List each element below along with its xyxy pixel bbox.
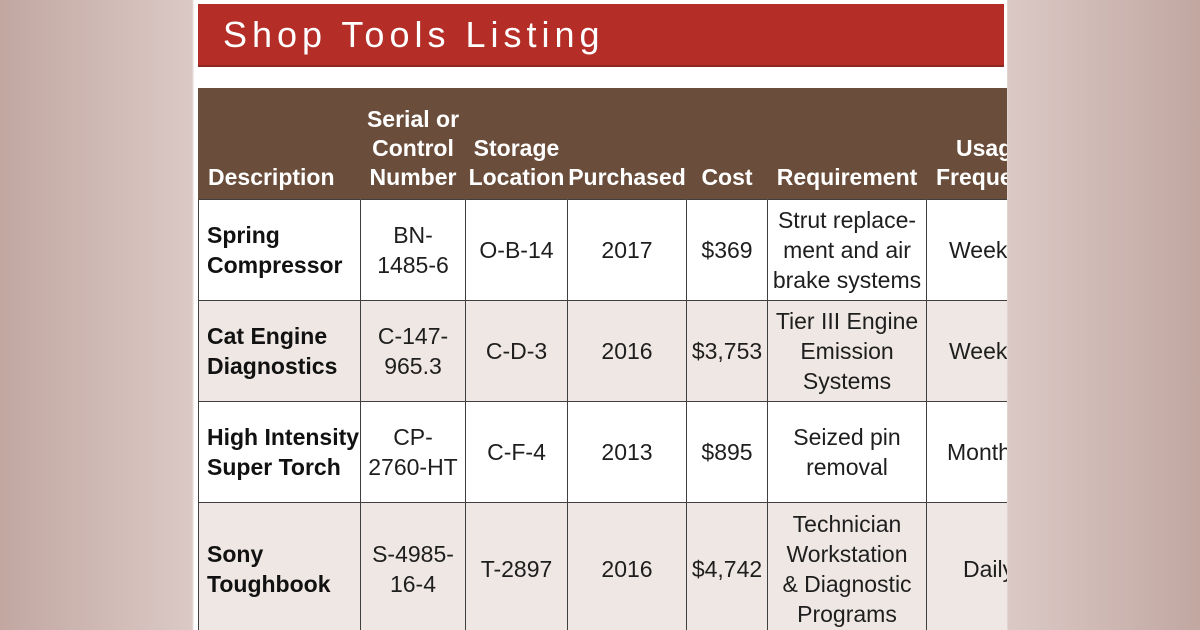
header-storage-line-2: Location: [468, 164, 565, 190]
cell-cost: $4,742: [686, 502, 768, 630]
serial-line-2: 2760-HT: [368, 454, 458, 480]
requirement-line-1: Tier III Engine: [775, 308, 919, 334]
cell-usage: Daily: [926, 502, 1007, 630]
cell-serial: BN- 1485-6: [360, 199, 466, 301]
requirement-line-2: ment and air: [783, 237, 911, 263]
document-page: Shop Tools Listing Description Serial: [195, 0, 1007, 630]
serial-line-2: 1485-6: [377, 252, 449, 278]
header-usage: Usag Frequen: [926, 88, 1007, 200]
header-serial-line-1: Serial or: [366, 106, 460, 132]
cell-requirement: Tier III Engine Emission Systems: [767, 300, 927, 402]
cell-storage: T-2897: [465, 502, 568, 630]
requirement-line-1: Strut replace-: [777, 207, 917, 233]
description-line-1: High Intensity: [207, 424, 360, 450]
description-line-1: Spring: [207, 222, 280, 248]
header-cost: Cost: [686, 88, 768, 200]
requirement-line-1: Seized pin: [793, 424, 901, 450]
cell-storage: O-B-14: [465, 199, 568, 301]
header-description: Description: [198, 88, 361, 200]
requirement-line-3: & Diagnostic: [782, 570, 912, 597]
cell-description: High Intensity Super Torch: [198, 401, 361, 503]
cell-serial: C-147- 965.3: [360, 300, 466, 402]
header-usage-line-1: Usag: [956, 135, 1007, 161]
header-serial-line-2: Control: [372, 135, 454, 161]
page-title: Shop Tools Listing: [223, 14, 605, 55]
description-line-1: Cat Engine: [207, 323, 328, 349]
header-cost-text: Cost: [701, 164, 753, 190]
description-line-2: Compressor: [207, 252, 343, 278]
cell-storage: C-F-4: [465, 401, 568, 503]
requirement-line-1: Technician: [792, 510, 902, 537]
header-usage-line-2: Frequen: [936, 164, 1007, 190]
table-row: Sony Toughbook S-4985- 16-4 T-2897 2016 …: [198, 502, 1007, 630]
cell-serial: CP- 2760-HT: [360, 401, 466, 503]
cell-requirement: Strut replace- ment and air brake system…: [767, 199, 927, 301]
header-requirement: Requirement: [767, 88, 927, 200]
cell-usage: Week: [926, 199, 1007, 301]
header-storage-line-1: Storage: [473, 135, 560, 161]
cell-requirement: Technician Workstation & Diagnostic Prog…: [767, 502, 927, 630]
header-purchased: Purchased: [567, 88, 687, 200]
cell-storage: C-D-3: [465, 300, 568, 402]
table-row: High Intensity Super Torch CP- 2760-HT C…: [198, 401, 1007, 503]
serial-line-1: CP-: [393, 424, 433, 450]
table-row: Cat Engine Diagnostics C-147- 965.3 C-D-…: [198, 300, 1007, 402]
cell-serial: S-4985- 16-4: [360, 502, 466, 630]
requirement-line-2: removal: [806, 454, 888, 480]
table-row: Spring Compressor BN- 1485-6 O-B-14 2017…: [198, 199, 1007, 301]
serial-line-1: BN-: [393, 222, 433, 248]
header-requirement-text: Requirement: [776, 164, 918, 190]
cell-cost: $3,753: [686, 300, 768, 402]
tools-table: Description Serial or Control Number Sto…: [198, 88, 1007, 630]
serial-line-1: C-147-: [377, 323, 449, 349]
cell-description: Cat Engine Diagnostics: [198, 300, 361, 402]
cell-purchased: 2017: [567, 199, 687, 301]
requirement-line-2: Emission: [800, 338, 894, 364]
requirement-line-3: brake systems: [772, 267, 922, 293]
requirement-line-4: Programs: [797, 600, 897, 627]
cell-description: Sony Toughbook: [198, 502, 361, 630]
cell-purchased: 2016: [567, 502, 687, 630]
cell-usage: Month: [926, 401, 1007, 503]
cell-purchased: 2013: [567, 401, 687, 503]
description-line-1: Sony: [207, 540, 264, 567]
requirement-line-2: Workstation: [786, 540, 908, 567]
cell-purchased: 2016: [567, 300, 687, 402]
cell-cost: $369: [686, 199, 768, 301]
header-purchased-text: Purchased: [568, 164, 686, 190]
requirement-line-3: Systems: [802, 368, 892, 394]
description-line-2: Diagnostics: [207, 353, 338, 379]
cell-cost: $895: [686, 401, 768, 503]
description-line-2: Toughbook: [207, 570, 331, 597]
title-bar: Shop Tools Listing: [198, 4, 1004, 67]
serial-line-2: 16-4: [389, 570, 437, 597]
header-description-text: Description: [208, 164, 335, 190]
serial-line-1: S-4985-: [372, 540, 454, 567]
description-line-2: Super Torch: [207, 454, 341, 480]
header-serial: Serial or Control Number: [360, 88, 466, 200]
serial-line-2: 965.3: [384, 353, 442, 379]
table-header-row: Description Serial or Control Number Sto…: [198, 88, 1007, 200]
header-serial-line-3: Number: [369, 164, 457, 190]
cell-description: Spring Compressor: [198, 199, 361, 301]
tools-table-container: Description Serial or Control Number Sto…: [198, 88, 1007, 630]
cell-usage: Week: [926, 300, 1007, 402]
cell-requirement: Seized pin removal: [767, 401, 927, 503]
header-storage: Storage Location: [465, 88, 568, 200]
